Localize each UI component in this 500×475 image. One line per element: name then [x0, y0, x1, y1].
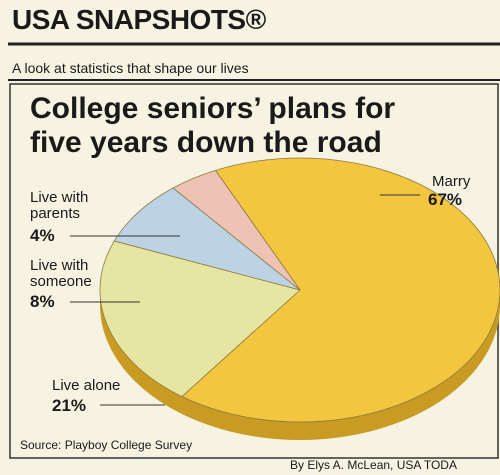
pie-slice	[172, 169, 301, 291]
value-label: 21%	[52, 396, 87, 415]
category-label: Live with parents	[30, 189, 89, 222]
pie-slice	[181, 157, 500, 423]
leaders	[70, 194, 420, 406]
category-label: Marry	[432, 173, 471, 190]
category-label: Live with someone	[30, 257, 92, 290]
chart-title: College seniors’ plans for five years do…	[30, 92, 396, 159]
value-label: 67%	[428, 190, 463, 209]
source: Source: Playboy College Survey	[20, 438, 193, 452]
pie-slice	[99, 240, 301, 397]
tagline: A look at statistics that shape our live…	[12, 60, 249, 76]
pie-slice	[113, 187, 301, 291]
value-label: 8%	[30, 292, 55, 311]
credit: By Elys A. McLean, USA TODA	[290, 458, 457, 472]
banner: USA SNAPSHOTS®	[12, 4, 266, 35]
category-label: Live alone	[52, 377, 121, 394]
value-label: 4%	[30, 226, 55, 245]
